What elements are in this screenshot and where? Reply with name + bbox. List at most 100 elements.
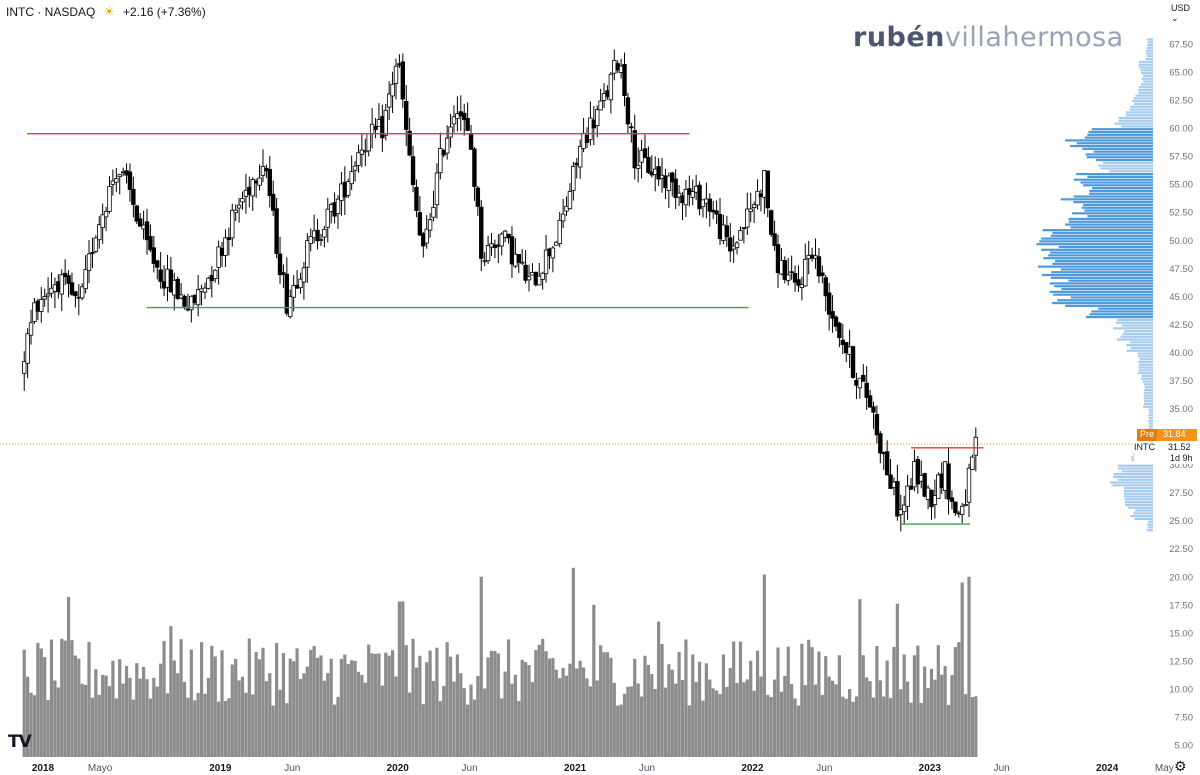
symbol-label[interactable]: INTC · NASDAQ xyxy=(6,5,96,19)
volume-profile-row xyxy=(1112,484,1153,487)
candle-body xyxy=(195,289,201,306)
candle-body xyxy=(431,206,436,218)
volume-bar xyxy=(680,680,685,757)
volume-profile-row xyxy=(1043,257,1153,260)
volume-profile-row xyxy=(1086,156,1153,159)
candle-body xyxy=(567,191,573,210)
volume-bar xyxy=(554,669,558,757)
candle-body xyxy=(107,186,112,212)
volume-bar xyxy=(670,669,674,757)
volume-profile-row xyxy=(1052,231,1153,235)
volume-bar xyxy=(588,686,593,757)
volume-profile-row xyxy=(1135,94,1153,97)
price-tick-label: 10.00 xyxy=(1169,684,1193,695)
volume-profile-row xyxy=(1130,105,1153,108)
volume-bar xyxy=(830,680,835,757)
candle-body xyxy=(571,165,576,191)
volume-profile-row xyxy=(1098,307,1153,310)
volume-bar xyxy=(476,675,480,757)
candle-body xyxy=(966,467,972,503)
volume-bar xyxy=(141,666,146,757)
candle-body xyxy=(820,272,825,276)
volume-bar xyxy=(544,651,548,757)
volume-bar xyxy=(295,648,299,757)
volume-bar xyxy=(312,646,316,757)
volume-profile-row xyxy=(1140,377,1153,380)
volume-bar xyxy=(421,704,425,757)
candle-body xyxy=(472,148,477,187)
volume-profile-row xyxy=(1060,198,1153,201)
volume-profile-row xyxy=(1148,408,1153,411)
volume-profile-row xyxy=(1065,304,1153,307)
volume-profile-row xyxy=(1148,422,1153,425)
candle-body xyxy=(755,190,760,206)
volume-bar xyxy=(251,694,255,757)
pre-value: 31.84 xyxy=(1163,429,1186,439)
time-axis[interactable]: 2018 Mayo 2019 Jun 2020 Jun 2021 Jun 2022 Jun 2023… xyxy=(0,757,1200,775)
candle-body xyxy=(874,414,880,436)
candle-body xyxy=(277,253,283,276)
candle-body xyxy=(155,260,160,268)
volume-bar xyxy=(152,677,156,757)
price-axis[interactable]: 67.50 65.00 62.50 60.00 57.50 55.00 52.50 50.00… xyxy=(1155,0,1200,760)
volume-bar xyxy=(199,642,204,757)
candle-body xyxy=(110,180,116,185)
volume-bar xyxy=(506,639,511,757)
volume-bar xyxy=(148,698,153,757)
volume-profile-row xyxy=(1143,397,1153,400)
candle-body xyxy=(622,64,627,97)
volume-bar xyxy=(29,692,33,757)
volume-profile-row xyxy=(1143,391,1153,394)
volume-bar xyxy=(861,655,865,757)
volume-bar xyxy=(752,690,756,757)
volume-profile-row xyxy=(1130,515,1153,518)
volume-bar xyxy=(213,656,217,757)
candle-body xyxy=(226,237,232,241)
volume-bar xyxy=(49,639,54,757)
volume-bar xyxy=(503,671,507,757)
candle-body xyxy=(383,109,388,136)
candle-body xyxy=(608,73,614,101)
volume-bar xyxy=(438,701,442,757)
volume-bar xyxy=(916,645,920,757)
volume-profile-row xyxy=(1141,72,1153,75)
volume-bar xyxy=(541,638,545,757)
volume-bar xyxy=(32,695,37,757)
volume-bar xyxy=(616,705,620,757)
volume-profile-row xyxy=(1118,119,1153,122)
volume-bar xyxy=(609,657,613,757)
volume-bar xyxy=(87,641,91,757)
volume-bar xyxy=(868,681,872,757)
volume-bar xyxy=(677,651,681,757)
volume-bar xyxy=(633,658,637,757)
volume-profile-row xyxy=(1050,276,1153,279)
volume-bar xyxy=(261,647,265,757)
volume-bar xyxy=(380,685,384,757)
candle-body xyxy=(970,456,975,470)
tradingview-logo[interactable]: TV xyxy=(8,732,32,752)
volume-bar xyxy=(639,696,644,757)
volume-bar xyxy=(776,647,780,757)
volume-bar xyxy=(138,678,142,757)
volume-bar xyxy=(571,567,575,757)
volume-bar xyxy=(203,693,207,757)
time-axis-bg xyxy=(0,757,1200,775)
volume-bar xyxy=(80,683,84,757)
volume-bar xyxy=(650,673,654,757)
candle-body xyxy=(134,205,139,222)
volume-bar xyxy=(408,692,412,757)
currency-label[interactable]: USD ⌄ xyxy=(1171,3,1191,23)
volume-profile-row xyxy=(1127,506,1153,509)
volume-profile-row xyxy=(1130,346,1153,350)
volume-profile-row xyxy=(1142,80,1153,83)
volume-bar xyxy=(520,659,524,757)
candle-body xyxy=(373,126,378,130)
gear-icon[interactable]: ⚙ xyxy=(1174,758,1187,774)
volume-profile-row xyxy=(1131,100,1153,103)
candle-body xyxy=(953,501,958,514)
candle-body xyxy=(335,198,341,214)
volume-profile-row xyxy=(1115,321,1153,324)
volume-bar xyxy=(902,654,906,757)
volume-profile-row xyxy=(1083,184,1153,187)
